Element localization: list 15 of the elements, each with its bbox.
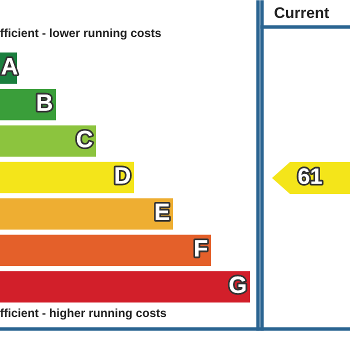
y-tick-label: D: [116, 167, 130, 184]
y-tick-label: E: [156, 204, 170, 220]
y-tick-label: G: [230, 276, 246, 294]
text: Current: [274, 7, 329, 18]
bar: [0, 162, 134, 194]
text: 61: [298, 168, 322, 184]
bar: [0, 234, 211, 266]
bar: [0, 198, 173, 230]
bar: [0, 125, 96, 157]
y-tick-label: B: [38, 94, 52, 111]
y-tick-label: C: [76, 130, 92, 148]
text: fficient - higher running costs: [0, 308, 166, 320]
bar: [0, 271, 250, 302]
y-tick-label: F: [195, 240, 208, 256]
chart-title: fficient - lower running costs: [0, 28, 161, 40]
